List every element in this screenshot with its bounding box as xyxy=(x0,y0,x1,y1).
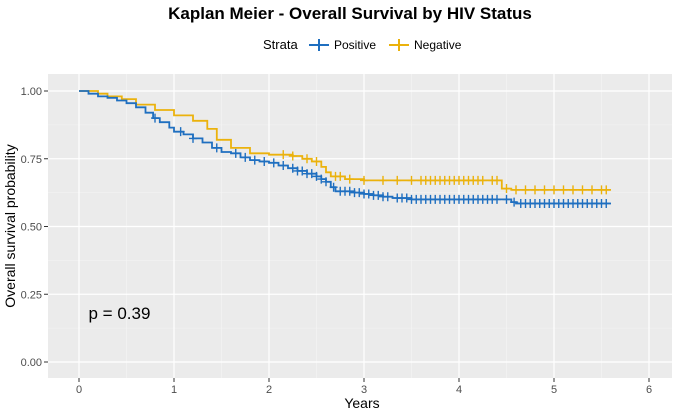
legend: Strata Positive Negative xyxy=(263,37,462,52)
censor-mark-positive xyxy=(383,192,392,202)
p-value-annotation: p = 0.39 xyxy=(89,304,151,323)
y-tick-label: 0.50 xyxy=(21,222,42,234)
censor-mark-positive xyxy=(402,193,411,203)
y-tick-label: 0.75 xyxy=(21,154,42,166)
censor-mark-positive xyxy=(345,186,354,196)
censor-mark-negative xyxy=(407,175,416,185)
x-tick-label: 0 xyxy=(76,384,82,396)
censor-mark-negative xyxy=(288,151,297,161)
censor-mark-negative xyxy=(521,185,530,195)
censor-mark-negative xyxy=(512,185,520,195)
censor-mark-positive xyxy=(317,174,326,184)
censor-mark-negative xyxy=(540,185,549,195)
censor-mark-negative xyxy=(478,175,487,185)
y-tick-label: 0.25 xyxy=(21,289,42,301)
censor-mark-negative xyxy=(336,171,345,181)
censor-mark-positive xyxy=(307,169,316,179)
legend-title: Strata xyxy=(263,37,298,52)
legend-label-positive: Positive xyxy=(334,38,376,52)
x-tick-label: 2 xyxy=(266,384,272,396)
censor-mark-positive xyxy=(502,194,511,204)
censor-mark-positive xyxy=(250,155,259,165)
x-tick-label: 6 xyxy=(646,384,652,396)
censor-mark-negative xyxy=(279,150,288,160)
legend-item-negative[interactable]: Negative xyxy=(389,38,462,52)
x-axis-title: Years xyxy=(344,395,379,411)
censor-mark-positive xyxy=(241,152,250,162)
series-positive xyxy=(79,90,611,208)
censor-mark-positive xyxy=(298,166,307,176)
censor-mark-negative xyxy=(303,154,311,164)
censor-mark-positive xyxy=(329,182,338,192)
censor-mark-negative xyxy=(360,175,368,185)
censor-mark-negative xyxy=(312,156,321,166)
censor-mark-negative xyxy=(588,185,596,195)
x-tick-label: 3 xyxy=(361,384,367,396)
censor-mark-positive xyxy=(189,133,197,143)
censor-mark-positive xyxy=(269,158,278,168)
y-axis-title: Overall survival probability xyxy=(2,144,18,307)
legend-item-positive[interactable]: Positive xyxy=(309,38,376,52)
censor-mark-positive xyxy=(493,194,501,204)
censor-mark-negative xyxy=(569,185,577,195)
censor-mark-positive xyxy=(231,148,240,158)
x-tick-label: 5 xyxy=(551,384,557,396)
censor-mark-positive xyxy=(212,143,221,153)
chart-title: Kaplan Meier - Overall Survival by HIV S… xyxy=(168,4,532,23)
censor-mark-negative xyxy=(531,185,539,195)
legend-label-negative: Negative xyxy=(414,38,462,52)
censor-mark-negative xyxy=(502,184,511,194)
censor-mark-positive xyxy=(312,171,321,181)
y-tick-label: 0.00 xyxy=(21,357,42,369)
censor-mark-positive xyxy=(279,161,288,171)
y-tick-label: 1.00 xyxy=(21,86,42,98)
censor-mark-positive xyxy=(374,190,383,200)
censor-mark-positive xyxy=(176,127,185,137)
censor-mark-positive xyxy=(355,188,364,198)
censor-mark-negative xyxy=(578,185,587,195)
censor-mark-positive xyxy=(322,177,330,187)
censor-mark-positive xyxy=(260,156,269,166)
x-tick-label: 1 xyxy=(171,384,177,396)
censor-mark-positive xyxy=(151,113,159,123)
censor-mark-negative xyxy=(379,175,387,185)
censor-mark-negative xyxy=(559,185,568,195)
censor-mark-negative xyxy=(550,185,558,195)
censor-mark-positive xyxy=(364,189,373,199)
censor-mark-positive xyxy=(288,163,297,173)
x-tick-label: 4 xyxy=(456,384,462,396)
tick-layer: 0 1 2 3 4 5 6 0.00 0.25 0.50 0.75 1.00 xyxy=(21,86,652,396)
grid-major xyxy=(48,74,672,378)
series-layer xyxy=(79,90,611,208)
censor-mark-negative xyxy=(345,174,354,184)
censor-mark-positive xyxy=(510,197,519,207)
censor-mark-positive xyxy=(602,198,611,208)
censor-mark-negative xyxy=(493,175,501,185)
censor-mark-negative xyxy=(602,185,611,195)
censor-mark-negative xyxy=(393,175,402,185)
